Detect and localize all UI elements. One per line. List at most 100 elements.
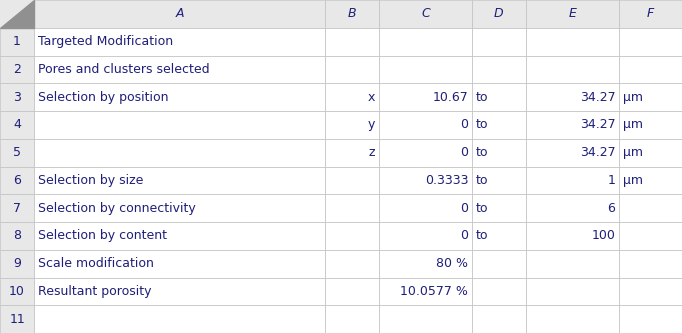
Bar bbox=[619, 305, 682, 333]
Bar bbox=[526, 305, 619, 333]
Bar bbox=[0, 305, 34, 333]
Bar bbox=[472, 111, 526, 139]
Text: 100: 100 bbox=[591, 229, 615, 242]
Bar bbox=[526, 194, 619, 222]
Bar bbox=[0, 111, 34, 139]
Text: x: x bbox=[368, 91, 374, 104]
Text: μm: μm bbox=[623, 91, 643, 104]
Bar bbox=[619, 83, 682, 111]
Text: 4: 4 bbox=[13, 118, 21, 132]
Bar bbox=[379, 83, 472, 111]
Text: to: to bbox=[476, 201, 489, 215]
Text: 8: 8 bbox=[13, 229, 21, 242]
Bar bbox=[0, 139, 34, 166]
Bar bbox=[379, 305, 472, 333]
Text: 10: 10 bbox=[9, 285, 25, 298]
Text: Scale modification: Scale modification bbox=[38, 257, 154, 270]
Bar bbox=[0, 166, 34, 194]
Bar bbox=[379, 28, 472, 56]
Bar bbox=[472, 28, 526, 56]
Bar bbox=[34, 83, 325, 111]
Bar bbox=[472, 139, 526, 166]
Bar bbox=[34, 111, 325, 139]
Text: 10.0577 %: 10.0577 % bbox=[400, 285, 468, 298]
Bar bbox=[325, 166, 379, 194]
Text: 5: 5 bbox=[13, 146, 21, 159]
Text: 0: 0 bbox=[460, 201, 468, 215]
Bar bbox=[379, 250, 472, 277]
Bar bbox=[526, 222, 619, 250]
Text: 11: 11 bbox=[10, 313, 25, 326]
Bar bbox=[526, 56, 619, 83]
Text: A: A bbox=[175, 7, 184, 20]
Text: μm: μm bbox=[623, 146, 643, 159]
Bar bbox=[34, 250, 325, 277]
Bar bbox=[472, 222, 526, 250]
Text: to: to bbox=[476, 118, 489, 132]
Text: 0: 0 bbox=[460, 118, 468, 132]
Bar bbox=[34, 0, 325, 28]
Bar bbox=[526, 111, 619, 139]
Text: 1: 1 bbox=[608, 174, 615, 187]
Bar bbox=[472, 83, 526, 111]
Bar bbox=[0, 0, 34, 28]
Bar bbox=[325, 194, 379, 222]
Bar bbox=[325, 28, 379, 56]
Bar bbox=[472, 0, 526, 28]
Bar bbox=[619, 0, 682, 28]
Bar bbox=[379, 222, 472, 250]
Bar bbox=[34, 56, 325, 83]
Bar bbox=[34, 139, 325, 166]
Bar bbox=[619, 28, 682, 56]
Text: 6: 6 bbox=[608, 201, 615, 215]
Bar bbox=[379, 111, 472, 139]
Text: 34.27: 34.27 bbox=[580, 91, 615, 104]
Bar bbox=[526, 139, 619, 166]
Bar bbox=[379, 277, 472, 305]
Bar bbox=[325, 83, 379, 111]
Bar bbox=[379, 166, 472, 194]
Text: C: C bbox=[421, 7, 430, 20]
Bar bbox=[619, 250, 682, 277]
Polygon shape bbox=[0, 0, 34, 28]
Text: 10.67: 10.67 bbox=[432, 91, 468, 104]
Bar bbox=[526, 166, 619, 194]
Bar bbox=[325, 0, 379, 28]
Bar bbox=[34, 28, 325, 56]
Text: 34.27: 34.27 bbox=[580, 146, 615, 159]
Bar bbox=[0, 83, 34, 111]
Bar bbox=[0, 28, 34, 56]
Text: F: F bbox=[647, 7, 654, 20]
Bar bbox=[619, 56, 682, 83]
Bar bbox=[526, 83, 619, 111]
Text: 0: 0 bbox=[460, 229, 468, 242]
Bar bbox=[379, 194, 472, 222]
Bar bbox=[619, 166, 682, 194]
Text: Selection by position: Selection by position bbox=[38, 91, 168, 104]
Text: Selection by connectivity: Selection by connectivity bbox=[38, 201, 196, 215]
Text: B: B bbox=[348, 7, 356, 20]
Bar bbox=[526, 277, 619, 305]
Bar bbox=[472, 277, 526, 305]
Bar bbox=[34, 194, 325, 222]
Bar bbox=[472, 250, 526, 277]
Text: 3: 3 bbox=[13, 91, 21, 104]
Text: to: to bbox=[476, 229, 489, 242]
Bar bbox=[526, 0, 619, 28]
Bar bbox=[0, 194, 34, 222]
Bar bbox=[0, 56, 34, 83]
Text: Pores and clusters selected: Pores and clusters selected bbox=[38, 63, 210, 76]
Bar bbox=[325, 56, 379, 83]
Bar bbox=[0, 250, 34, 277]
Text: Resultant porosity: Resultant porosity bbox=[38, 285, 151, 298]
Bar bbox=[379, 0, 472, 28]
Bar bbox=[0, 0, 34, 28]
Bar bbox=[325, 277, 379, 305]
Bar bbox=[325, 305, 379, 333]
Text: to: to bbox=[476, 91, 489, 104]
Text: 9: 9 bbox=[13, 257, 21, 270]
Text: y: y bbox=[368, 118, 374, 132]
Bar bbox=[619, 194, 682, 222]
Text: E: E bbox=[569, 7, 576, 20]
Bar bbox=[34, 305, 325, 333]
